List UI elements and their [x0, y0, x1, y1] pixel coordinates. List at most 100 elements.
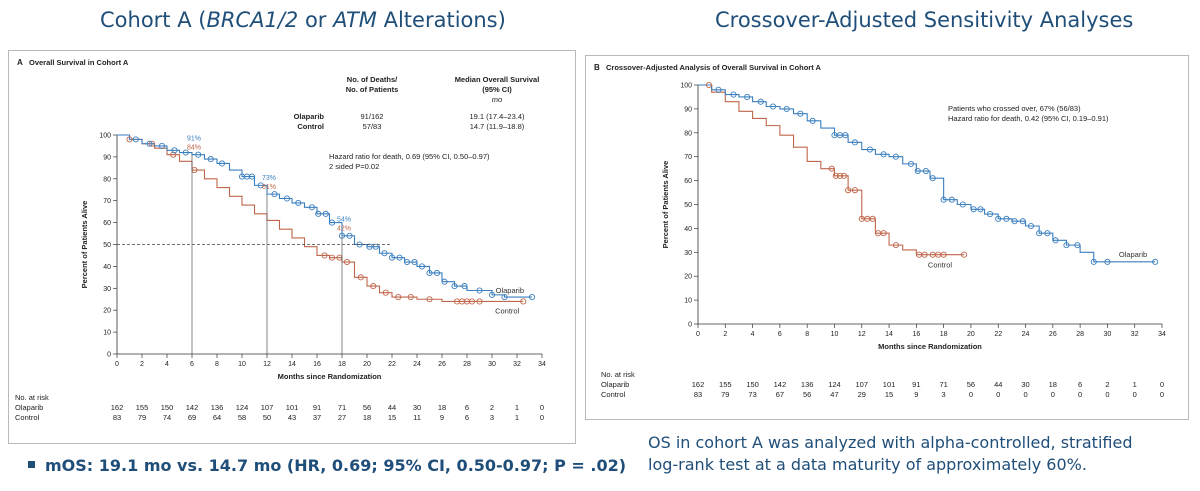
at-risk-arm-label: Olaparib — [15, 403, 43, 412]
at-risk-count: 155 — [136, 403, 149, 412]
control-censor-marker — [961, 251, 968, 258]
x-tick-label: 22 — [388, 361, 396, 368]
olaparib-censor-marker — [970, 206, 977, 213]
at-risk-count: 1 — [515, 403, 519, 412]
olaparib-censor-marker — [1074, 242, 1081, 249]
hazard-ratio-text: Hazard ratio for death, 0.69 (95% CI, 0.… — [329, 152, 490, 161]
x-tick-label: 32 — [513, 361, 521, 368]
olaparib-censor-marker — [396, 254, 403, 261]
olaparib-rate-label: 54% — [337, 217, 351, 224]
olaparib-censor-marker — [315, 210, 322, 217]
olaparib-censor-marker — [426, 269, 433, 277]
x-tick-label: 6 — [778, 331, 782, 338]
mos-summary-text: mOS: 19.1 mo vs. 14.7 mo (HR, 0.69; 95% … — [45, 456, 627, 475]
olaparib-censor-marker — [929, 175, 936, 182]
sensitivity-heading: Crossover-Adjusted Sensitivity Analyses — [715, 8, 1134, 32]
y-tick-label: 0 — [107, 352, 111, 359]
olaparib-censor-marker — [218, 160, 226, 167]
at-risk-count: 136 — [211, 403, 224, 412]
y-tick-label: 20 — [684, 274, 692, 281]
olaparib-censor-marker — [959, 201, 966, 208]
at-risk-count: 30 — [413, 403, 421, 412]
olaparib-rate-label: 91% — [187, 136, 201, 143]
at-risk-count: 107 — [261, 403, 274, 412]
olaparib-censor-marker — [995, 215, 1002, 222]
at-risk-count: 11 — [413, 413, 421, 422]
at-risk-count: 6 — [465, 403, 469, 412]
at-risk-arm-label: Olaparib — [601, 380, 629, 389]
olaparib-censor-marker — [1104, 258, 1111, 265]
x-axis-title: Months since Randomization — [278, 372, 382, 381]
table-header-deaths: No. of Deaths/ — [347, 75, 398, 84]
x-tick-label: 10 — [238, 361, 246, 368]
y-tick-label: 10 — [103, 330, 111, 337]
at-risk-arm-label: Control — [15, 413, 40, 422]
y-tick-label: 30 — [684, 250, 692, 257]
heading-text: Alterations) — [376, 8, 506, 32]
control-censor-marker — [836, 172, 843, 179]
at-risk-count: 162 — [111, 403, 124, 412]
footnote-line: log-rank test at a data maturity of appr… — [648, 455, 1087, 474]
control-censor-marker — [370, 283, 377, 290]
cohort-a-heading: Cohort A (BRCA1/2 or ATM Alterations) — [100, 8, 506, 32]
control-censor-marker — [395, 294, 402, 301]
x-tick-label: 2 — [140, 361, 144, 368]
olaparib-censor-marker — [433, 269, 441, 277]
olaparib-censor-marker — [1044, 230, 1051, 237]
at-risk-count: 0 — [996, 390, 1000, 399]
at-risk-count: 0 — [1160, 380, 1164, 389]
x-tick-label: 8 — [805, 331, 809, 338]
at-risk-count: 73 — [748, 390, 756, 399]
olaparib-censor-marker — [757, 98, 764, 105]
olaparib-censor-marker — [346, 232, 353, 239]
control-censor-marker — [892, 242, 899, 249]
olaparib-censor-marker — [1003, 215, 1010, 222]
olaparib-censor-marker — [501, 294, 508, 301]
y-tick-label: 40 — [684, 226, 692, 233]
at-risk-count: 142 — [186, 403, 199, 412]
x-tick-label: 26 — [1049, 331, 1057, 338]
heading-gene-1: BRCA1/2 — [206, 8, 299, 32]
y-tick-label: 90 — [103, 154, 111, 161]
olaparib-censor-marker — [403, 258, 411, 266]
at-risk-count: 1 — [1133, 380, 1137, 389]
y-tick-label: 80 — [684, 130, 692, 137]
at-risk-count: 15 — [388, 413, 396, 422]
y-tick-label: 100 — [680, 83, 692, 90]
at-risk-count: 27 — [338, 413, 346, 422]
control-end-label: Control — [495, 306, 520, 315]
at-risk-count: 0 — [1051, 390, 1055, 399]
olaparib-censor-marker — [715, 86, 722, 93]
control-censor-marker — [520, 298, 527, 305]
table-header-median: Median Overall Survival — [455, 75, 540, 84]
y-axis-title: Percent of Patients Alive — [661, 161, 670, 249]
x-tick-label: 20 — [363, 361, 371, 368]
at-risk-count: 0 — [1160, 390, 1164, 399]
olaparib-censor-marker — [1027, 222, 1035, 230]
at-risk-count: 83 — [113, 413, 121, 422]
y-tick-label: 70 — [103, 198, 111, 205]
olaparib-censor-marker — [907, 160, 914, 167]
at-risk-count: 15 — [885, 390, 893, 399]
olaparib-censor-marker — [851, 139, 858, 146]
control-censor-marker — [845, 187, 852, 194]
at-risk-count: 0 — [540, 413, 544, 422]
control-rate-label: 42% — [337, 226, 351, 233]
analysis-footnote: OS in cohort A was analyzed with alpha-c… — [648, 432, 1168, 476]
control-censor-marker — [880, 230, 887, 237]
at-risk-count: 136 — [801, 380, 814, 389]
olaparib-censor-marker — [461, 283, 468, 290]
x-tick-label: 12 — [858, 331, 866, 338]
x-tick-label: 26 — [438, 361, 446, 368]
x-tick-label: 12 — [263, 361, 271, 368]
olaparib-censor-marker — [271, 191, 278, 198]
heading-gene-2: ATM — [333, 8, 377, 32]
y-tick-label: 50 — [103, 242, 111, 249]
at-risk-arm-label: Control — [601, 390, 626, 399]
panel-title: Overall Survival in Cohort A — [29, 58, 129, 67]
table-median-value: 19.1 (17.4–23.4) — [469, 112, 525, 121]
control-censor-marker — [468, 298, 476, 305]
at-risk-count: 0 — [540, 403, 544, 412]
table-median-value: 14.7 (11.9–18.8) — [470, 122, 525, 131]
y-tick-label: 20 — [103, 308, 111, 315]
